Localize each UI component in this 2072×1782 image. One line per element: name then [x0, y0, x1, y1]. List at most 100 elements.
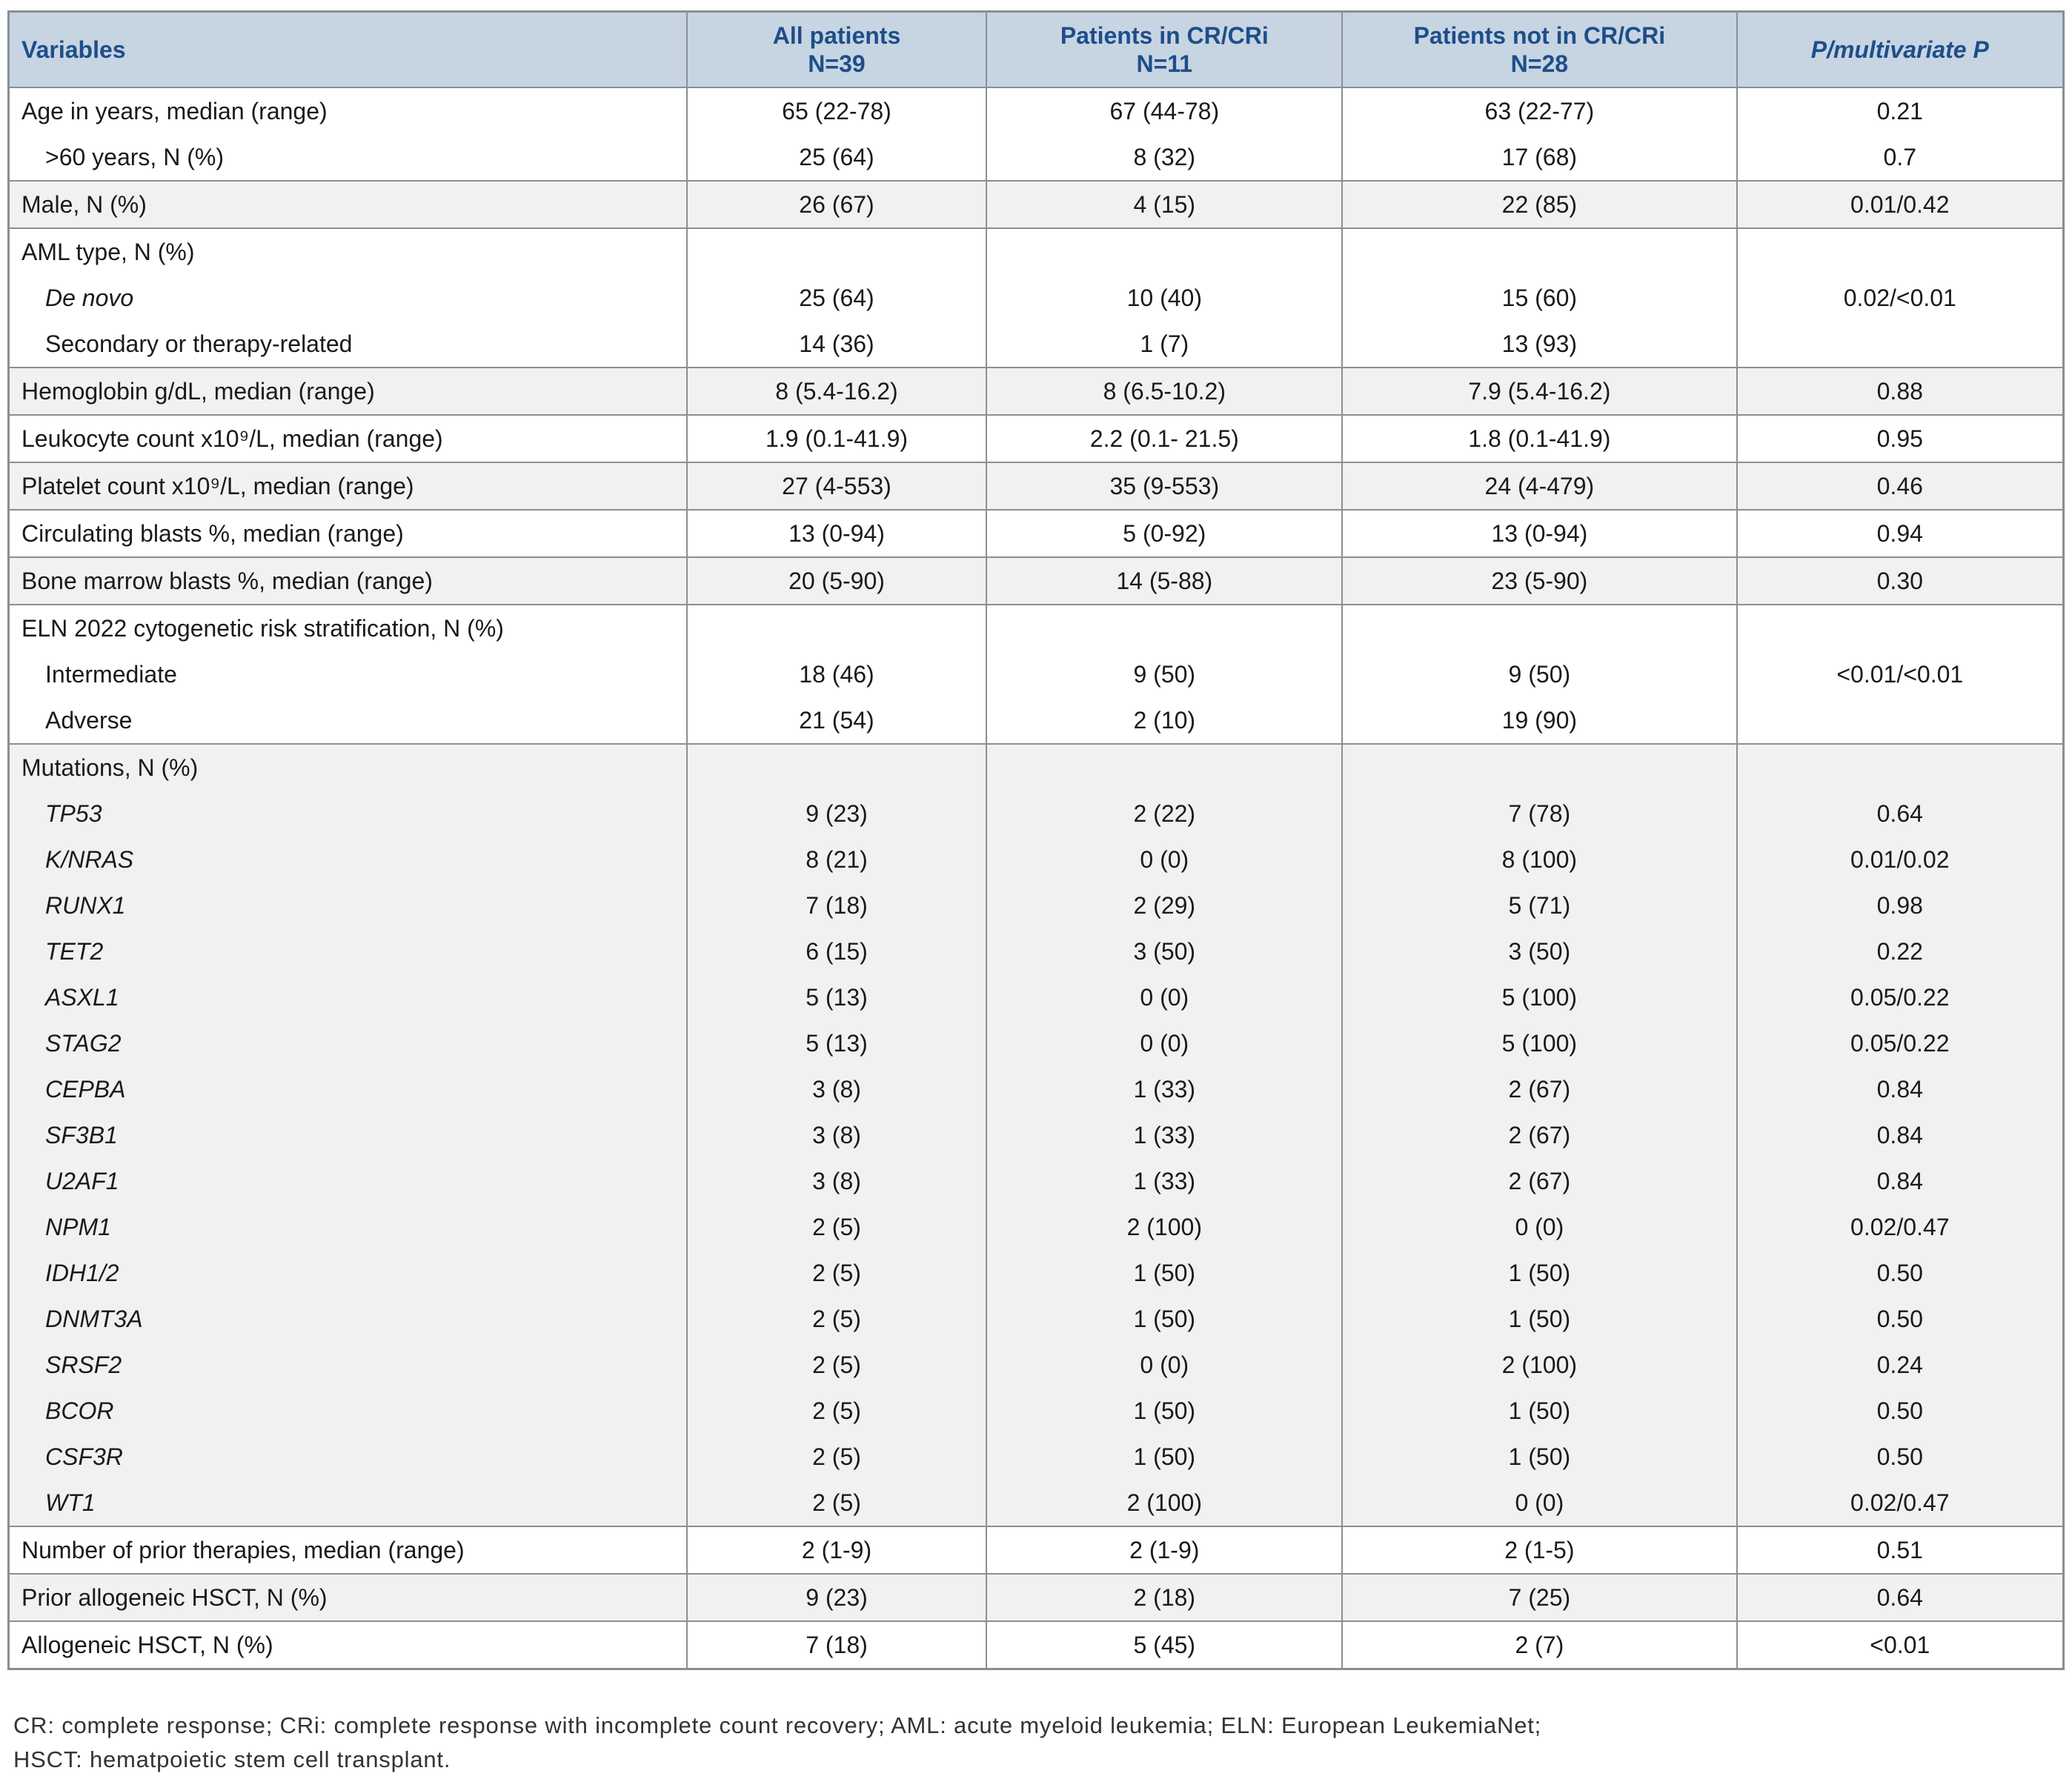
table-row: AML type, N (%): [8, 227, 2064, 275]
p-value: <0.01: [1736, 1620, 2064, 1669]
cr-cri-value: 2.2 (0.1- 21.5): [986, 414, 1343, 462]
table-row: De novo 25 (64) 10 (40) 15 (60) 0.02/<0.01: [8, 275, 2064, 321]
variable-label: U2AF1: [8, 1158, 687, 1204]
p-value: 0.50: [1736, 1388, 2064, 1434]
cr-cri-value: 1 (50): [986, 1296, 1343, 1342]
all-patients-value: 7 (18): [685, 882, 987, 928]
column-header-label: P/multivariate P: [1810, 36, 1989, 63]
variable-label: Age in years, median (range): [8, 87, 687, 134]
column-header-not-cr-cri: Patients not in CR/CRi N=28: [1341, 11, 1737, 88]
table-row: DNMT3A 2 (5) 1 (50) 1 (50) 0.50: [8, 1296, 2064, 1342]
p-value: 0.88: [1736, 367, 2064, 415]
cr-cri-value: 5 (0-92): [986, 509, 1343, 557]
p-value: [1736, 321, 2064, 368]
p-value: 0.84: [1736, 1158, 2064, 1204]
all-patients-value: 8 (21): [685, 837, 987, 882]
cr-cri-value: 1 (33): [986, 1066, 1343, 1112]
cr-cri-value: 9 (50): [986, 651, 1343, 697]
table-row: Number of prior therapies, median (range…: [8, 1526, 2064, 1574]
table-row: Age in years, median (range) 65 (22-78) 67…: [8, 87, 2064, 134]
p-value: 0.02/0.47: [1736, 1480, 2064, 1526]
column-header-all-patients: All patients N=39: [685, 11, 987, 88]
cr-cri-value: 2 (29): [986, 882, 1343, 928]
variable-label: Leukocyte count x10⁹/L, median (range): [8, 414, 687, 462]
not-cr-cri-value: 1 (50): [1341, 1296, 1737, 1342]
cr-cri-value: 1 (7): [986, 321, 1343, 368]
variable-label: WT1: [8, 1480, 687, 1526]
p-value: 0.51: [1736, 1526, 2064, 1574]
all-patients-value: 26 (67): [685, 180, 987, 228]
cr-cri-value: 10 (40): [986, 275, 1343, 321]
cr-cri-value: 0 (0): [986, 837, 1343, 882]
table-row: TET2 6 (15) 3 (50) 3 (50) 0.22: [8, 928, 2064, 974]
p-value: 0.50: [1736, 1296, 2064, 1342]
all-patients-value: 8 (5.4-16.2): [685, 367, 987, 415]
variable-label: Hemoglobin g/dL, median (range): [8, 367, 687, 415]
cr-cri-value: 2 (100): [986, 1204, 1343, 1250]
not-cr-cri-value: 13 (93): [1341, 321, 1737, 368]
column-header-label: Patients not in CR/CRi: [1413, 22, 1666, 49]
variable-label: Mutations, N (%): [8, 743, 687, 791]
cr-cri-value: [986, 743, 1343, 791]
variable-label: >60 years, N (%): [8, 134, 687, 181]
not-cr-cri-value: 1 (50): [1341, 1250, 1737, 1296]
table-row: NPM1 2 (5) 2 (100) 0 (0) 0.02/0.47: [8, 1204, 2064, 1250]
not-cr-cri-value: 23 (5-90): [1341, 556, 1737, 605]
p-value: 0.01/0.02: [1736, 837, 2064, 882]
all-patients-value: 2 (1-9): [685, 1526, 987, 1574]
cr-cri-value: 3 (50): [986, 928, 1343, 974]
cr-cri-value: 0 (0): [986, 1342, 1343, 1388]
cr-cri-value: 8 (6.5-10.2): [986, 367, 1343, 415]
variable-label: De novo: [8, 275, 687, 321]
variable-label: Allogeneic HSCT, N (%): [8, 1620, 687, 1669]
p-value: [1736, 604, 2064, 651]
not-cr-cri-value: 9 (50): [1341, 651, 1737, 697]
variable-label: Male, N (%): [8, 180, 687, 228]
cr-cri-value: 1 (50): [986, 1434, 1343, 1480]
not-cr-cri-value: 24 (4-479): [1341, 462, 1737, 510]
cr-cri-value: 0 (0): [986, 1020, 1343, 1066]
table-body: Age in years, median (range) 65 (22-78) 67…: [8, 87, 2064, 1669]
variable-label: IDH1/2: [8, 1250, 687, 1296]
column-header-label: Patients in CR/CRi: [1060, 22, 1269, 49]
table-row: Bone marrow blasts %, median (range) 20 (…: [8, 556, 2064, 605]
table-row: CEPBA 3 (8) 1 (33) 2 (67) 0.84: [8, 1066, 2064, 1112]
column-header-n: N=39: [808, 50, 866, 77]
not-cr-cri-value: [1341, 227, 1737, 275]
cr-cri-value: 14 (5-88): [986, 556, 1343, 605]
all-patients-value: 2 (5): [685, 1204, 987, 1250]
table-row: Prior allogeneic HSCT, N (%) 9 (23) 2 (18)…: [8, 1573, 2064, 1621]
table-row: WT1 2 (5) 2 (100) 0 (0) 0.02/0.47: [8, 1480, 2064, 1526]
all-patients-value: [685, 604, 987, 651]
cr-cri-value: 5 (45): [986, 1620, 1343, 1669]
table-row: Hemoglobin g/dL, median (range) 8 (5.4-16…: [8, 367, 2064, 415]
column-header-p-value: P/multivariate P: [1736, 11, 2064, 88]
table-row: ELN 2022 cytogenetic risk stratification…: [8, 604, 2064, 651]
variable-label: K/NRAS: [8, 837, 687, 882]
all-patients-value: 14 (36): [685, 321, 987, 368]
not-cr-cri-value: 7 (25): [1341, 1573, 1737, 1621]
table-row: RUNX1 7 (18) 2 (29) 5 (71) 0.98: [8, 882, 2064, 928]
all-patients-value: 21 (54): [685, 697, 987, 744]
cr-cri-value: 2 (1-9): [986, 1526, 1343, 1574]
all-patients-value: 65 (22-78): [685, 87, 987, 134]
variable-label: NPM1: [8, 1204, 687, 1250]
cr-cri-value: 2 (100): [986, 1480, 1343, 1526]
table-row: U2AF1 3 (8) 1 (33) 2 (67) 0.84: [8, 1158, 2064, 1204]
table-row: >60 years, N (%) 25 (64) 8 (32) 17 (68) 0.7: [8, 134, 2064, 181]
table-row: Allogeneic HSCT, N (%) 7 (18) 5 (45) 2 (7) <…: [8, 1620, 2064, 1669]
not-cr-cri-value: 3 (50): [1341, 928, 1737, 974]
p-value: 0.94: [1736, 509, 2064, 557]
variable-label: Number of prior therapies, median (range…: [8, 1526, 687, 1574]
p-value: 0.21: [1736, 87, 2064, 134]
cr-cri-value: 35 (9-553): [986, 462, 1343, 510]
all-patients-value: 2 (5): [685, 1250, 987, 1296]
table-row: Adverse 21 (54) 2 (10) 19 (90): [8, 697, 2064, 744]
table-row: ASXL1 5 (13) 0 (0) 5 (100) 0.05/0.22: [8, 974, 2064, 1020]
cr-cri-value: [986, 227, 1343, 275]
cr-cri-value: 8 (32): [986, 134, 1343, 181]
all-patients-value: 5 (13): [685, 1020, 987, 1066]
column-header-cr-cri: Patients in CR/CRi N=11: [986, 11, 1343, 88]
cr-cri-value: 0 (0): [986, 974, 1343, 1020]
